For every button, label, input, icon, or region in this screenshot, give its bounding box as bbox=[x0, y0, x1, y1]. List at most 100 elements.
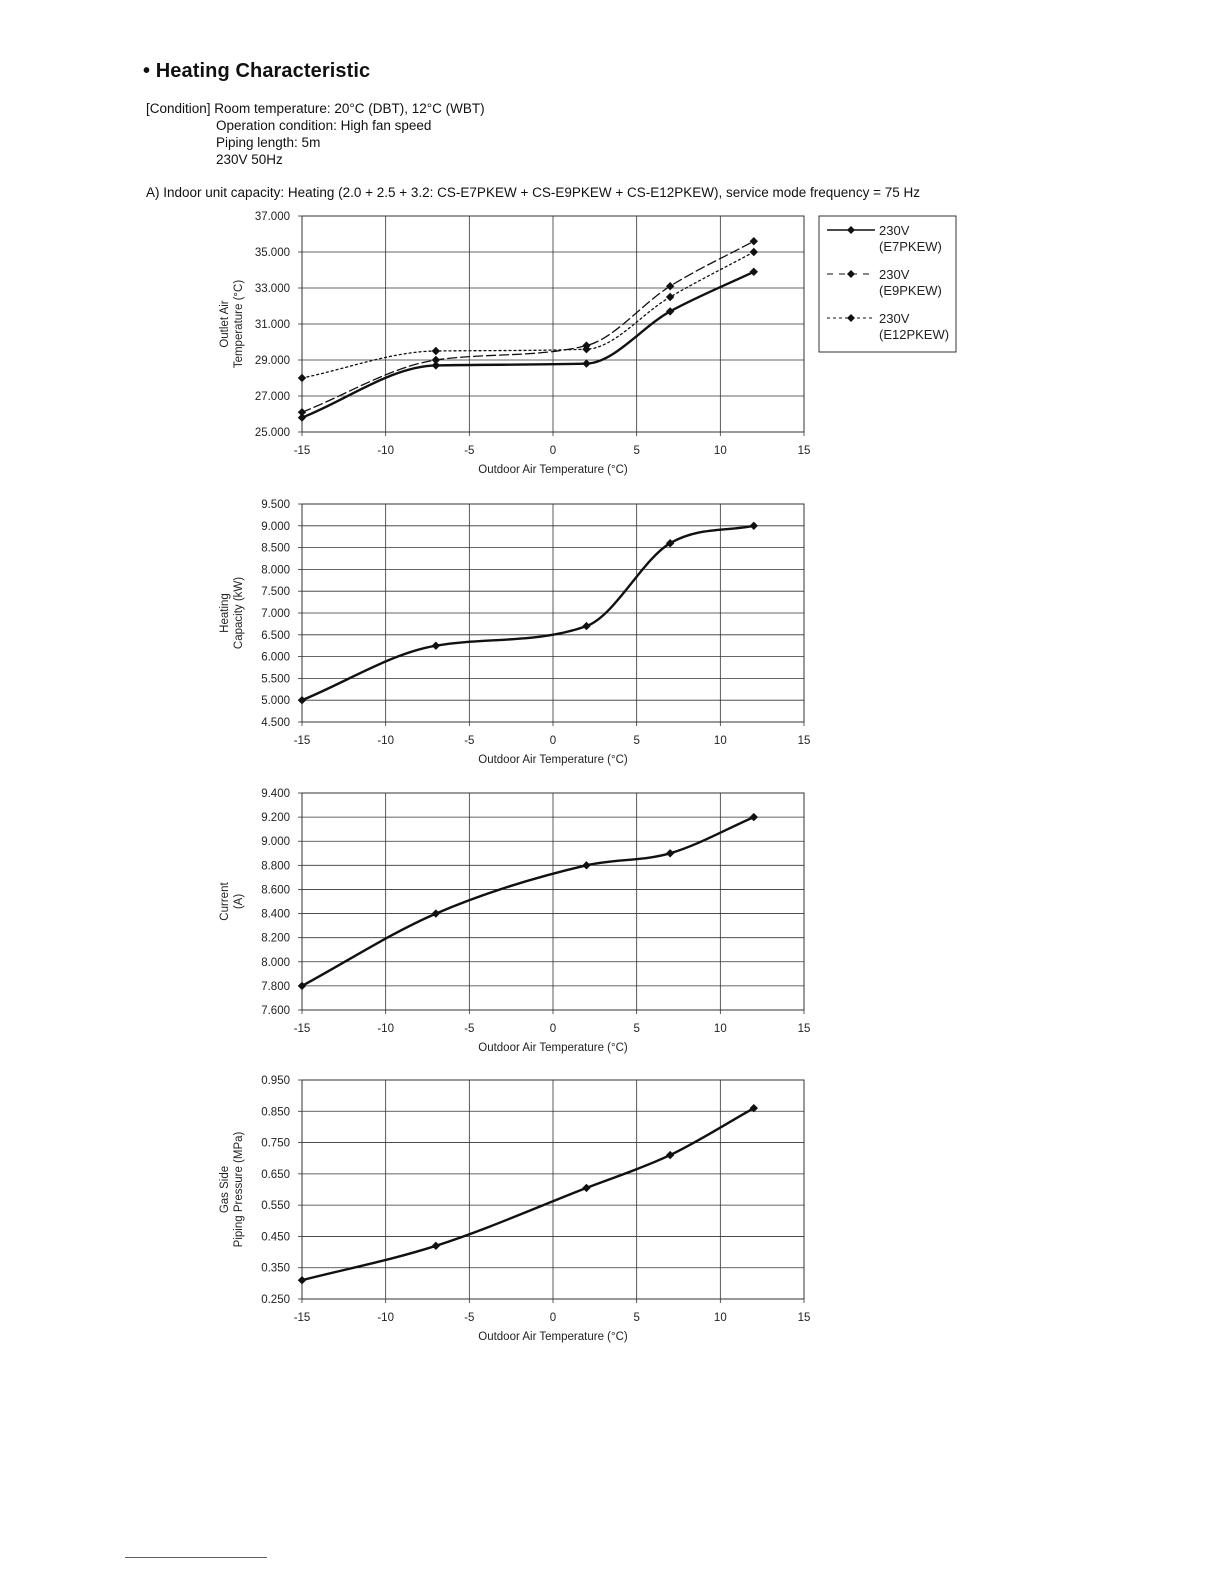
legend-label: (E12PKEW) bbox=[879, 327, 949, 342]
condition-piping-length: Piping length: 5m bbox=[216, 135, 321, 150]
data-point-marker bbox=[582, 861, 591, 870]
y-axis-title: Current bbox=[219, 882, 231, 921]
data-point-marker bbox=[665, 539, 675, 548]
legend-box bbox=[818, 215, 957, 353]
y-tick-label: 29.000 bbox=[255, 355, 290, 367]
x-tick-label: -15 bbox=[294, 1312, 311, 1324]
x-tick-label: -15 bbox=[294, 445, 311, 457]
footer-divider bbox=[125, 1557, 267, 1558]
x-tick-label: 15 bbox=[798, 1312, 811, 1324]
y-tick-label: 9.000 bbox=[261, 521, 290, 533]
x-axis-title: Outdoor Air Temperature (°C) bbox=[478, 1331, 628, 1343]
x-tick-label: 0 bbox=[550, 1312, 556, 1324]
data-point-marker bbox=[665, 307, 675, 316]
y-tick-label: 9.500 bbox=[261, 499, 290, 511]
page-title: • Heating Characteristic bbox=[143, 60, 371, 82]
x-tick-label: 5 bbox=[633, 445, 639, 457]
data-point-marker bbox=[297, 1276, 307, 1285]
x-tick-label: 15 bbox=[798, 1023, 811, 1035]
data-point-marker bbox=[297, 413, 307, 422]
data-point-marker bbox=[665, 1150, 675, 1160]
x-axis-title: Outdoor Air Temperature (°C) bbox=[478, 1042, 628, 1054]
legend-label: (E9PKEW) bbox=[879, 283, 942, 298]
y-tick-label: 7.600 bbox=[261, 1005, 290, 1017]
y-axis-title: (A) bbox=[233, 894, 245, 910]
series-line bbox=[300, 1107, 755, 1282]
y-tick-label: 6.000 bbox=[261, 652, 290, 664]
y-tick-label: 9.000 bbox=[261, 836, 290, 848]
y-tick-label: 33.000 bbox=[255, 283, 290, 295]
data-point-marker bbox=[749, 812, 758, 822]
data-point-marker bbox=[431, 641, 441, 650]
y-tick-label: 0.250 bbox=[261, 1294, 290, 1306]
data-point-marker bbox=[749, 1103, 758, 1113]
y-axis-title: Gas Side bbox=[219, 1166, 231, 1213]
series-line bbox=[301, 240, 755, 413]
legend-label: (E7PKEW) bbox=[879, 239, 942, 254]
y-tick-label: 8.000 bbox=[261, 564, 290, 576]
y-tick-label: 27.000 bbox=[255, 391, 290, 403]
y-axis-title: Piping Pressure (MPa) bbox=[233, 1131, 245, 1247]
chart-caption: A) Indoor unit capacity: Heating (2.0 + … bbox=[146, 185, 920, 200]
y-tick-label: 5.000 bbox=[261, 695, 290, 707]
y-tick-label: 0.350 bbox=[261, 1263, 290, 1275]
x-tick-label: -10 bbox=[377, 735, 394, 747]
x-tick-label: -5 bbox=[464, 1312, 474, 1324]
data-point-marker bbox=[297, 696, 307, 705]
data-point-marker bbox=[431, 361, 441, 370]
y-tick-label: 35.000 bbox=[255, 247, 290, 259]
data-point-marker bbox=[665, 849, 675, 858]
y-tick-label: 8.600 bbox=[261, 884, 290, 896]
data-point-marker bbox=[749, 267, 758, 276]
plot-frame bbox=[301, 792, 805, 1011]
data-point-marker bbox=[431, 355, 441, 365]
y-tick-label: 8.500 bbox=[261, 543, 290, 555]
y-tick-label: 0.450 bbox=[261, 1231, 290, 1243]
condition-room-temperature: [Condition] Room temperature: 20°C (DBT)… bbox=[146, 101, 485, 116]
y-tick-label: 0.950 bbox=[261, 1075, 290, 1087]
x-tick-label: 5 bbox=[633, 1312, 639, 1324]
y-tick-label: 7.000 bbox=[261, 608, 290, 620]
data-point-marker bbox=[431, 1241, 441, 1251]
y-tick-label: 9.200 bbox=[261, 812, 290, 824]
y-tick-label: 5.500 bbox=[261, 673, 290, 685]
chart-4: 0.250 0.350 0.450 0.550 0.650 0.750 0.850 0.950… bbox=[219, 1075, 810, 1343]
x-axis-title: Outdoor Air Temperature (°C) bbox=[478, 464, 628, 476]
y-tick-label: 25.000 bbox=[255, 427, 290, 439]
x-tick-label: 10 bbox=[714, 445, 727, 457]
legend-label: 230V bbox=[879, 267, 910, 282]
x-tick-label: -5 bbox=[464, 735, 474, 747]
data-point-marker bbox=[431, 909, 441, 918]
y-tick-label: 37.000 bbox=[255, 211, 290, 223]
x-tick-label: -15 bbox=[294, 1023, 311, 1035]
legend-label: 230V bbox=[879, 311, 910, 326]
data-point-marker bbox=[749, 521, 758, 530]
y-tick-label: 7.500 bbox=[261, 586, 290, 598]
plot-frame bbox=[301, 215, 805, 433]
series-line bbox=[301, 251, 755, 379]
x-tick-label: -5 bbox=[464, 1023, 474, 1035]
data-point-marker bbox=[665, 292, 675, 302]
chart-2: 4.500 5.000 5.500 6.000 6.500 7.000 7.500 8.000… bbox=[219, 499, 810, 766]
data-point-marker bbox=[582, 345, 591, 354]
y-tick-label: 6.500 bbox=[261, 630, 290, 642]
x-tick-label: 15 bbox=[798, 735, 811, 747]
chart-legend: 230V(E7PKEW)230V(E9PKEW)230V(E12PKEW) bbox=[818, 215, 957, 353]
x-tick-label: 0 bbox=[550, 1023, 556, 1035]
data-point-marker bbox=[665, 282, 675, 291]
x-tick-label: -10 bbox=[377, 1023, 394, 1035]
y-tick-label: 9.400 bbox=[261, 788, 290, 800]
x-tick-label: -5 bbox=[464, 445, 474, 457]
series-line bbox=[300, 524, 755, 702]
legend-swatch-marker bbox=[847, 226, 855, 234]
legend-swatch-marker bbox=[847, 314, 855, 322]
y-tick-label: 0.850 bbox=[261, 1106, 290, 1118]
x-tick-label: 0 bbox=[550, 445, 556, 457]
chart-3: 7.600 7.800 8.000 8.200 8.400 8.600 8.800 9.000… bbox=[219, 788, 810, 1054]
data-point-marker bbox=[297, 373, 307, 383]
data-point-marker bbox=[582, 621, 591, 631]
series-line bbox=[300, 270, 755, 419]
data-point-marker bbox=[582, 359, 591, 368]
data-point-marker bbox=[297, 981, 307, 991]
x-axis-title: Outdoor Air Temperature (°C) bbox=[478, 754, 628, 766]
